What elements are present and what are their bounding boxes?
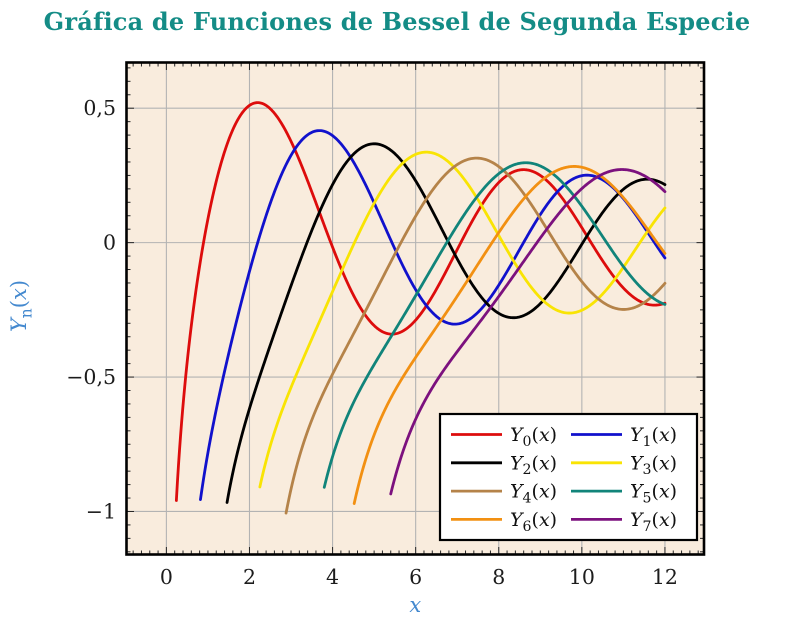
legend-item-label: Y1(x) [630,424,677,450]
y-tick-label: 0,5 [83,96,116,120]
x-axis-label: x [409,593,421,617]
legend-item-label: Y2(x) [510,452,557,478]
legend-item-y5: Y5(x) [571,481,677,507]
legend-item-label: Y5(x) [630,481,677,507]
y-tick-label: −1 [86,499,116,523]
curve-y5 [322,161,667,489]
legend-item-label: Y6(x) [510,509,557,535]
legend-item-y2: Y2(x) [451,452,557,478]
x-tick-label: 4 [326,565,339,589]
curve-y4 [284,156,667,515]
legend: Y0(x) Y1(x) Y2(x) Y3(x) Y4(x) Y5(x) Y6(x) Y7(x) [438,412,699,542]
legend-item-y1: Y1(x) [571,424,677,450]
y-tick-label: 0 [103,231,116,255]
y-tick-labels: 0,5 0 −0,5 −1 [66,96,116,523]
y-tick-label: −0,5 [66,365,116,389]
x-tick-label: 2 [243,565,256,589]
legend-item-y4: Y4(x) [451,481,557,507]
curve-y6 [352,165,667,505]
x-tick-labels: 0 2 4 6 8 10 12 [160,565,678,589]
legend-item-y0: Y0(x) [451,424,557,450]
y-axis-label: Yn(x) [7,280,36,332]
legend-item-label: Y0(x) [510,424,557,450]
curve-y7 [389,168,667,496]
x-tick-label: 6 [409,565,422,589]
legend-item-label: Y3(x) [630,452,677,478]
curve-y0 [174,101,667,502]
plot-frame [125,61,706,556]
curve-y1 [199,129,667,501]
legend-item-label: Y7(x) [630,509,677,535]
x-tick-label: 0 [160,565,173,589]
legend-item-y7: Y7(x) [571,509,677,535]
legend-item-y3: Y3(x) [571,452,677,478]
x-tick-label: 10 [569,565,595,589]
x-tick-label: 8 [492,565,505,589]
chart-title: Gráfica de Funciones de Bessel de Segund… [43,7,751,36]
x-tick-label: 12 [652,565,678,589]
legend-item-y6: Y6(x) [451,509,557,535]
legend-item-label: Y4(x) [510,481,557,507]
curves [174,101,667,515]
curve-y2 [225,142,667,504]
